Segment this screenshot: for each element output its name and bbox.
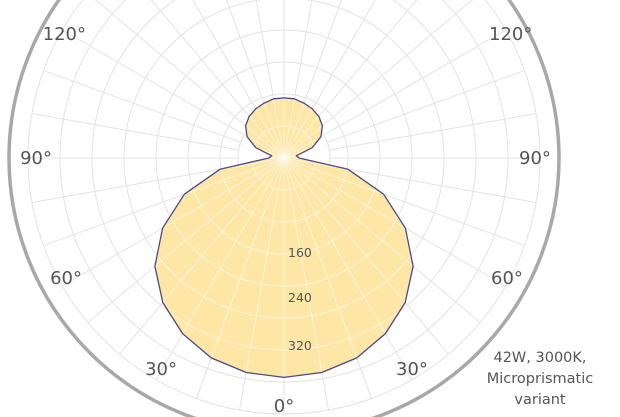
radial-tick-label: 320 xyxy=(288,338,312,353)
grid-spoke xyxy=(283,97,329,159)
angle-label-120-right: 120° xyxy=(489,24,532,45)
outer-ring xyxy=(7,0,561,417)
grid-spoke xyxy=(195,97,285,159)
grid-spoke xyxy=(154,97,285,159)
legend-line: Microprismatic xyxy=(486,371,594,387)
angle-label-120-left: 120° xyxy=(43,24,86,45)
radial-tick-label: 240 xyxy=(288,290,312,305)
angle-labels: 0° 30° 30° 60° 60° 90° 90° 120° 120° xyxy=(20,24,551,417)
angle-label-90-right: 90° xyxy=(519,148,551,169)
legend-line: 42W, 3000K, xyxy=(493,350,587,366)
grid-spoke xyxy=(283,157,414,323)
grid-spoke xyxy=(239,157,285,378)
legend: 42W, 3000K, Microprismatic variant xyxy=(460,348,620,411)
angle-label-90-left: 90° xyxy=(20,148,52,169)
grid-spoke xyxy=(283,157,414,287)
grid-spoke xyxy=(283,97,414,159)
grid-spoke xyxy=(155,97,285,159)
angle-label-60-right: 60° xyxy=(491,268,523,289)
grid-spoke xyxy=(283,157,329,378)
grid-spoke xyxy=(154,97,285,159)
radial-tick-label: 160 xyxy=(288,245,312,260)
angle-label-30-right: 30° xyxy=(396,359,428,380)
grid-spoke xyxy=(283,97,373,159)
grid-spoke xyxy=(283,157,414,355)
grid-spoke xyxy=(154,157,285,355)
angle-label-60-left: 60° xyxy=(50,268,82,289)
grid-spoke xyxy=(283,97,414,159)
grid-spoke xyxy=(154,157,285,287)
radial-tick-labels: 160 240 320 xyxy=(288,245,312,353)
legend-line: variant xyxy=(514,392,566,408)
grid-spoke xyxy=(239,97,285,159)
grid-spoke xyxy=(154,157,285,323)
angle-label-0-center: 0° xyxy=(274,396,294,417)
angle-label-30-left: 30° xyxy=(145,359,177,380)
grid-spoke xyxy=(283,97,413,159)
intensity-outline xyxy=(154,97,414,379)
